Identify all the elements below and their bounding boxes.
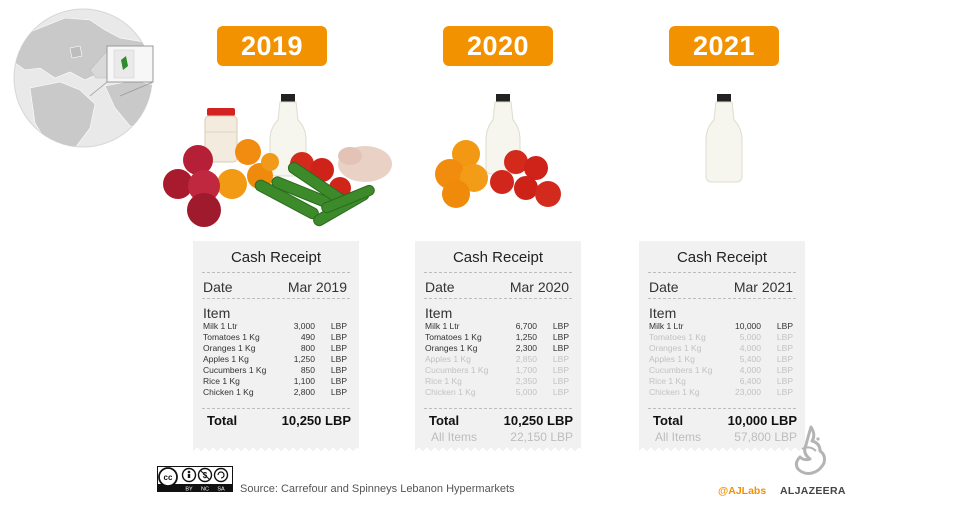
list-item: Chicken 1 Kg 2,800 LBP [203,387,347,397]
cc-by-label: BY [185,486,193,492]
aljazeera-logo-icon [794,425,826,475]
divider [648,298,796,299]
total-value: 10,250 LBP [281,413,351,428]
cash-receipt-2021: Cash Receipt Date Mar 2021 Item Milk 1 L… [639,241,805,453]
date-value: Mar 2021 [733,279,793,295]
groceries-2020-illustration [435,94,561,208]
list-item: Milk 1 Ltr 6,700 LBP [425,321,569,331]
year-badge-2019: 2019 [217,26,327,66]
item-header: Item [649,305,677,321]
divider [424,272,572,273]
all-items-label: All Items [431,430,478,444]
list-item: Rice 1 Kg 1,100 LBP [203,376,347,386]
svg-text:cc: cc [164,473,173,482]
date-label: Date [203,279,233,295]
receipt-title: Cash Receipt [676,249,768,266]
ajlabs-handle: @AJLabs [718,485,767,497]
date-label: Date [425,279,455,295]
list-item: Cucumbers 1 Kg 850 LBP [203,365,347,375]
receipt-title: Cash Receipt [230,249,322,266]
total-label: Total [207,413,238,428]
list-item: Milk 1 Ltr 10,000 LBP [649,321,793,331]
receipt-title: Cash Receipt [452,249,544,266]
groceries-2019-illustration [163,94,392,227]
cash-receipt-2020: Cash Receipt Date Mar 2020 Item Milk 1 L… [415,241,581,453]
list-item: Oranges 1 Kg 2,300 LBP [425,343,569,353]
list-item: Cucumbers 1 Kg 4,000 LBP [649,365,793,375]
cc-nc-label: NC [201,486,209,492]
divider [424,408,572,409]
list-item: Apples 1 Kg 2,850 LBP [425,354,569,364]
cc-sa-label: SA [217,486,225,492]
cash-receipt-2019: Cash Receipt Date Mar 2019 Item Milk 1 L… [193,241,359,453]
item-list: Milk 1 Ltr 10,000 LBP Tomatoes 1 Kg 5,000 LB… [649,321,793,398]
globe-map-icon [13,8,154,148]
total-label: Total [653,413,684,428]
total-label: Total [429,413,460,428]
item-header: Item [425,305,453,321]
aljazeera-wordmark: ALJAZEERA [780,485,846,497]
item-list: Milk 1 Ltr 6,700 LBP Tomatoes 1 Kg 1,250 LBP… [425,321,569,398]
item-list: Milk 1 Ltr 3,000 LBP Tomatoes 1 Kg 490 LBP O… [203,321,347,398]
list-item: Milk 1 Ltr 3,000 LBP [203,321,347,331]
date-value: Mar 2020 [509,279,569,295]
date-value: Mar 2019 [287,279,347,295]
list-item: Rice 1 Kg 6,400 LBP [649,376,793,386]
list-item: Rice 1 Kg 2,350 LBP [425,376,569,386]
list-item: Apples 1 Kg 5,400 LBP [649,354,793,364]
list-item: Tomatoes 1 Kg 5,000 LBP [649,332,793,342]
source-text: Source: Carrefour and Spinneys Lebanon H… [240,483,515,495]
total-value: 10,000 LBP [727,413,797,428]
divider [648,272,796,273]
divider [648,408,796,409]
list-item: Cucumbers 1 Kg 1,700 LBP [425,365,569,375]
list-item: Chicken 1 Kg 23,000 LBP [649,387,793,397]
date-label: Date [649,279,679,295]
year-badge-2020: 2020 [443,26,553,66]
divider [202,298,350,299]
list-item: Tomatoes 1 Kg 1,250 LBP [425,332,569,342]
cc-by-nc-sa-icon: cc $ BY NC SA [157,466,233,492]
item-header: Item [203,305,231,321]
all-items-value: 57,800 LBP [734,430,797,444]
year-badge-2021: 2021 [669,26,779,66]
all-items-label: All Items [655,430,702,444]
divider [202,408,350,409]
total-value: 10,250 LBP [503,413,573,428]
all-items-value: 22,150 LBP [510,430,573,444]
list-item: Chicken 1 Kg 5,000 LBP [425,387,569,397]
milk-bottle-2021-illustration [705,94,743,183]
list-item: Apples 1 Kg 1,250 LBP [203,354,347,364]
list-item: Oranges 1 Kg 4,000 LBP [649,343,793,353]
divider [424,298,572,299]
list-item: Oranges 1 Kg 800 LBP [203,343,347,353]
list-item: Tomatoes 1 Kg 490 LBP [203,332,347,342]
divider [202,272,350,273]
